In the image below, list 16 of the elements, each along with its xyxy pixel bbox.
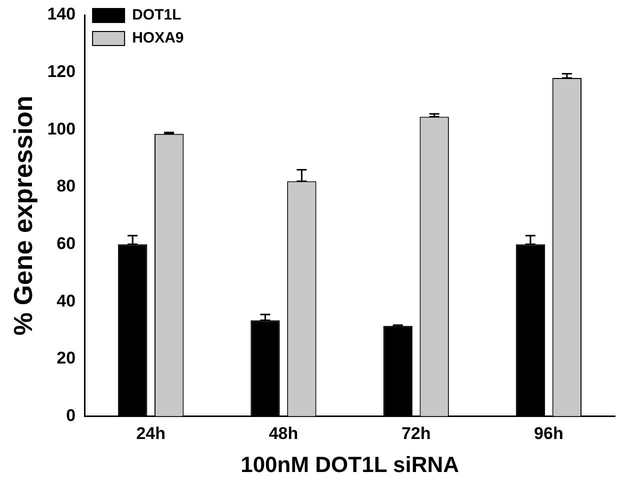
y-tick-label: 40 bbox=[56, 291, 76, 310]
legend-label: HOXA9 bbox=[132, 30, 184, 47]
legend-label: DOT1L bbox=[132, 6, 182, 24]
y-tick-label: 80 bbox=[56, 176, 76, 196]
y-axis-title: % Gene expression bbox=[8, 96, 38, 336]
y-tick-label: 0 bbox=[66, 406, 76, 425]
y-tick-label: 20 bbox=[56, 348, 76, 368]
x-tick-label: 96h bbox=[534, 424, 564, 444]
x-tick-label: 72h bbox=[401, 424, 431, 444]
y-tick-label: 140 bbox=[47, 4, 76, 24]
y-tick-label: 120 bbox=[47, 62, 76, 81]
x-axis-title: 100nM DOT1L siRNA bbox=[240, 452, 460, 477]
y-tick-label: 60 bbox=[56, 234, 76, 253]
x-tick-label: 48h bbox=[268, 424, 298, 444]
x-tick-label: 24h bbox=[136, 424, 166, 444]
y-tick-label: 100 bbox=[47, 119, 76, 138]
